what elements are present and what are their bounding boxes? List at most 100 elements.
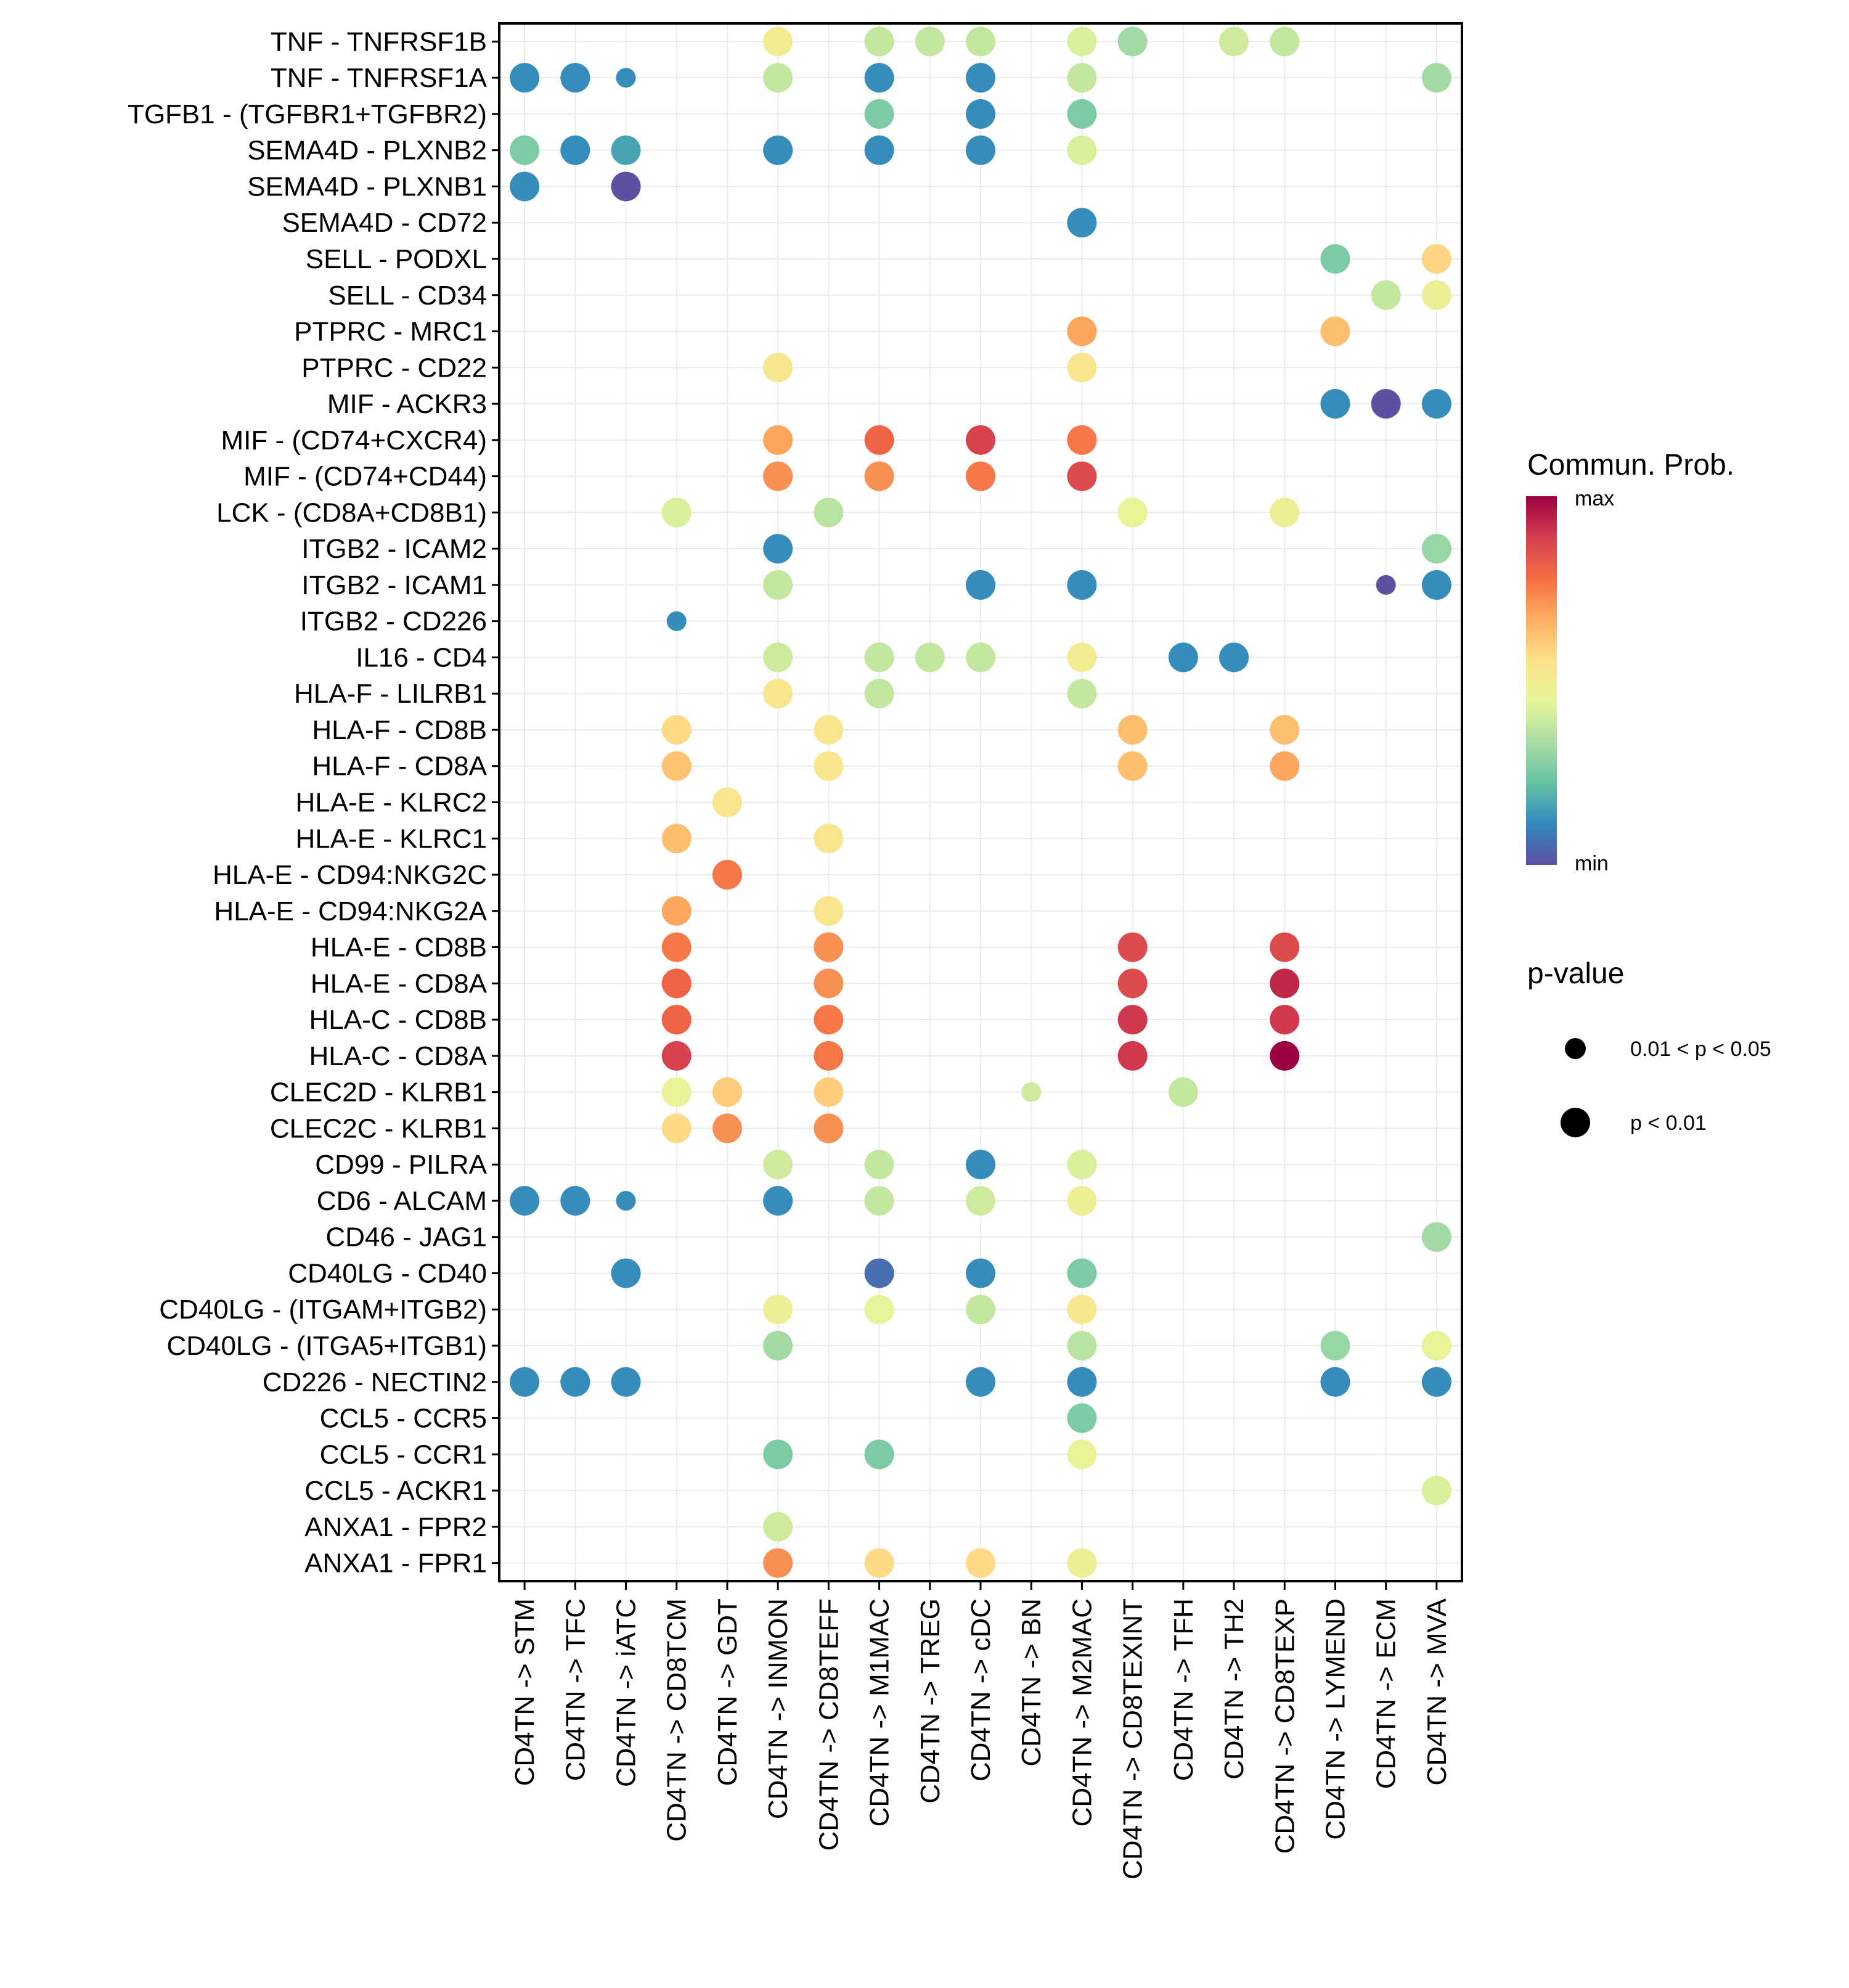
data-point bbox=[1067, 570, 1097, 600]
y-axis: TNF - TNFRSF1B TNF - TNFRSF1A TGFB1 - (TGF… bbox=[128, 27, 499, 1579]
y-tick-label: CCL5 - CCR5 bbox=[320, 1404, 487, 1434]
data-point bbox=[1421, 1367, 1451, 1397]
data-point bbox=[864, 1548, 894, 1578]
pvalue-key-large-dot bbox=[1561, 1108, 1590, 1137]
data-point bbox=[661, 751, 692, 781]
y-tick-label: ITGB2 - ICAM2 bbox=[301, 534, 487, 564]
y-tick-label: IL16 - CD4 bbox=[356, 642, 487, 673]
data-point bbox=[1421, 570, 1451, 600]
y-tick-label: SELL - CD34 bbox=[328, 280, 487, 311]
data-point bbox=[966, 1185, 995, 1216]
x-tick-label: CD4TN -> M2MAC bbox=[1067, 1598, 1097, 1826]
data-point bbox=[611, 135, 641, 165]
data-point bbox=[814, 497, 844, 528]
y-tick-label: HLA-E - KLRC2 bbox=[295, 788, 487, 818]
data-point bbox=[1067, 1331, 1097, 1361]
data-point bbox=[712, 787, 742, 817]
y-tick-label: PTPRC - CD22 bbox=[301, 353, 487, 383]
data-point bbox=[814, 751, 844, 781]
data-point bbox=[763, 1295, 793, 1325]
x-tick-label: CD4TN -> LYMEND bbox=[1320, 1598, 1350, 1840]
data-point bbox=[1421, 389, 1451, 419]
data-point bbox=[966, 1258, 995, 1288]
data-point bbox=[1270, 714, 1300, 745]
y-tick-label: SELL - PODXL bbox=[306, 244, 487, 274]
data-point bbox=[1320, 1331, 1350, 1361]
data-point bbox=[712, 1113, 742, 1143]
data-point bbox=[763, 570, 793, 600]
data-point bbox=[966, 1295, 995, 1325]
data-point bbox=[763, 679, 793, 709]
pvalue-key-small-label: 0.01 < p < 0.05 bbox=[1630, 1037, 1771, 1061]
data-point bbox=[763, 63, 793, 93]
data-point bbox=[1117, 714, 1148, 745]
data-point bbox=[616, 1190, 636, 1211]
y-tick-label: ANXA1 - FPR2 bbox=[304, 1512, 487, 1542]
x-tick-label: CD4TN -> M1MAC bbox=[865, 1598, 895, 1826]
data-point bbox=[1067, 1150, 1097, 1180]
data-point bbox=[1421, 534, 1451, 564]
data-point bbox=[763, 461, 793, 491]
y-tick-label: ANXA1 - FPR1 bbox=[304, 1548, 487, 1579]
x-tick-label: CD4TN -> TFH bbox=[1169, 1598, 1199, 1781]
data-point bbox=[814, 1077, 844, 1107]
data-point bbox=[1117, 751, 1148, 781]
data-point bbox=[864, 1258, 894, 1288]
data-point bbox=[1067, 208, 1097, 238]
data-point bbox=[1421, 1222, 1451, 1252]
data-point bbox=[1067, 425, 1097, 455]
data-point bbox=[915, 27, 945, 57]
data-point bbox=[1117, 1041, 1148, 1071]
x-tick-label: CD4TN -> CD8TEXINT bbox=[1118, 1598, 1148, 1880]
y-tick-label: CD40LG - (ITGA5+ITGB1) bbox=[166, 1331, 487, 1361]
data-point bbox=[763, 534, 793, 564]
data-point bbox=[814, 1005, 844, 1035]
data-point bbox=[560, 1367, 590, 1397]
data-point bbox=[661, 932, 692, 962]
data-point bbox=[1067, 679, 1097, 709]
data-point bbox=[560, 135, 590, 165]
data-point bbox=[966, 642, 995, 673]
data-point bbox=[661, 896, 692, 926]
data-point bbox=[1421, 280, 1451, 310]
x-tick-label: CD4TN -> BN bbox=[1016, 1598, 1047, 1767]
x-tick-label: CD4TN -> iATC bbox=[611, 1598, 642, 1787]
data-point bbox=[510, 1367, 540, 1397]
pvalue-legend-title: p-value bbox=[1527, 957, 1624, 990]
data-point bbox=[1270, 932, 1300, 962]
y-tick-label: CCL5 - ACKR1 bbox=[304, 1476, 487, 1506]
data-point bbox=[763, 1511, 793, 1542]
data-point bbox=[510, 1185, 540, 1216]
data-point bbox=[966, 461, 995, 491]
data-point bbox=[966, 27, 995, 57]
data-point bbox=[1219, 27, 1249, 57]
grid-lines bbox=[499, 23, 1462, 1581]
data-point bbox=[864, 1439, 894, 1470]
y-tick-label: ITGB2 - CD226 bbox=[300, 607, 487, 637]
y-tick-label: HLA-C - CD8B bbox=[309, 1005, 488, 1035]
data-point bbox=[1067, 1439, 1097, 1470]
data-point bbox=[966, 1548, 995, 1578]
data-point bbox=[1376, 575, 1396, 595]
y-tick-label: SEMA4D - PLXNB1 bbox=[247, 171, 487, 202]
data-point bbox=[1067, 1258, 1097, 1288]
y-tick-label: HLA-F - CD8B bbox=[312, 715, 487, 745]
data-point bbox=[1067, 99, 1097, 129]
data-point bbox=[661, 497, 692, 528]
y-tick-label: HLA-E - CD94:NKG2C bbox=[213, 860, 487, 890]
data-point bbox=[1067, 1185, 1097, 1216]
y-tick-label: HLA-E - KLRC1 bbox=[295, 824, 487, 854]
data-point bbox=[864, 461, 894, 491]
data-point bbox=[1067, 27, 1097, 57]
data-point bbox=[1067, 1548, 1097, 1578]
data-point bbox=[611, 171, 641, 202]
data-point bbox=[616, 68, 636, 88]
y-tick-label: CCL5 - CCR1 bbox=[320, 1439, 487, 1470]
data-point bbox=[1117, 968, 1148, 999]
data-point bbox=[1421, 63, 1451, 93]
data-point bbox=[763, 425, 793, 455]
data-point bbox=[814, 714, 844, 745]
color-legend: Commun. Prob. max min bbox=[1526, 449, 1734, 875]
y-tick-label: HLA-C - CD8A bbox=[309, 1041, 488, 1071]
data-point bbox=[1219, 642, 1249, 673]
